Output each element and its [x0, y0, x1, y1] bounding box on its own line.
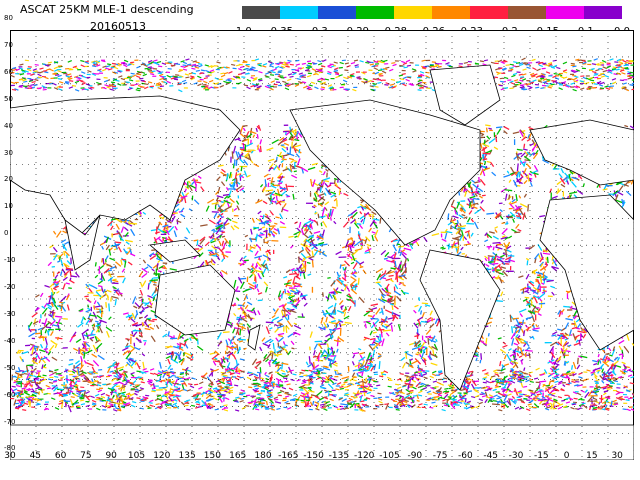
- colorbar-segment: [356, 6, 394, 19]
- swath: [631, 392, 634, 405]
- longitude-label: -60: [458, 451, 473, 461]
- longitude-label: 105: [127, 451, 146, 461]
- landmass: [429, 64, 501, 126]
- latitude-label: 60: [4, 67, 13, 76]
- southern-coverage: [10, 367, 634, 412]
- latitude-label: -30: [4, 309, 16, 318]
- map-title: ASCAT 25KM MLE-1 descending: [20, 3, 194, 16]
- longitude-label: 135: [178, 451, 196, 461]
- latitude-label: 70: [4, 40, 13, 49]
- longitude-label: -105: [379, 451, 400, 461]
- longitude-label: -90: [407, 451, 423, 461]
- colorbar-segment: [242, 6, 280, 19]
- longitude-label: 75: [80, 451, 92, 461]
- latitude-label: -80: [4, 444, 16, 453]
- colorbar-segment: [508, 6, 546, 19]
- latitude-label: 80: [4, 14, 13, 22]
- longitude-label: -75: [432, 451, 448, 461]
- latitude-label: -20: [4, 283, 16, 291]
- colorbar-segment: [318, 6, 356, 19]
- longitude-label: -165: [278, 451, 299, 461]
- arctic-coverage: [10, 57, 634, 93]
- longitude-label: 45: [29, 451, 42, 461]
- longitude-label: 15: [586, 451, 598, 461]
- longitude-label: 180: [254, 451, 272, 461]
- map-canvas: [10, 30, 634, 460]
- colorbar: [242, 6, 622, 19]
- colorbar-segment: [546, 6, 584, 19]
- map-area: [10, 30, 634, 460]
- longitude-label: -135: [328, 451, 350, 461]
- longitude-label: 120: [153, 451, 171, 461]
- landmass: [64, 214, 101, 271]
- landmass: [419, 249, 501, 391]
- colorbar-segment: [584, 6, 622, 19]
- latitude-label: -10: [4, 256, 16, 265]
- latitude-label: 50: [4, 94, 13, 103]
- graticule: [10, 30, 634, 460]
- latitude-label: 30: [4, 148, 13, 157]
- colorbar-segment: [470, 6, 508, 19]
- longitude-label: -15: [533, 451, 549, 461]
- map-date: 20160513: [90, 20, 146, 33]
- longitude-label: -30: [508, 451, 524, 461]
- latitude-label: -40: [4, 336, 16, 345]
- swath: [194, 124, 315, 410]
- longitude-label: 30: [611, 451, 623, 461]
- colorbar-segment: [432, 6, 470, 19]
- landmass: [247, 324, 261, 351]
- latitude-label: 40: [4, 121, 13, 130]
- latitude-label: 20: [4, 175, 13, 184]
- longitude-label: -45: [483, 451, 499, 461]
- latitude-label: -50: [4, 363, 16, 372]
- latitude-label: 0: [4, 229, 9, 238]
- longitude-label: 60: [54, 451, 67, 461]
- longitude-label: -120: [353, 451, 375, 461]
- colorbar-segment: [280, 6, 318, 19]
- longitude-label: 90: [105, 451, 117, 461]
- landmass: [539, 194, 634, 351]
- longitude-label: 30: [4, 451, 16, 461]
- latitude-label: -70: [4, 417, 16, 426]
- landmass: [154, 264, 236, 336]
- latitude-label: -60: [4, 390, 16, 399]
- colorbar-segment: [394, 6, 432, 19]
- longitude-label: 165: [229, 451, 247, 461]
- longitude-label: 150: [203, 451, 221, 461]
- landmass: [10, 95, 241, 236]
- longitude-label: -150: [303, 451, 324, 461]
- longitude-label: 0: [563, 451, 570, 461]
- landmass: [289, 99, 481, 246]
- latitude-label: 10: [4, 202, 13, 211]
- landmass: [149, 239, 201, 263]
